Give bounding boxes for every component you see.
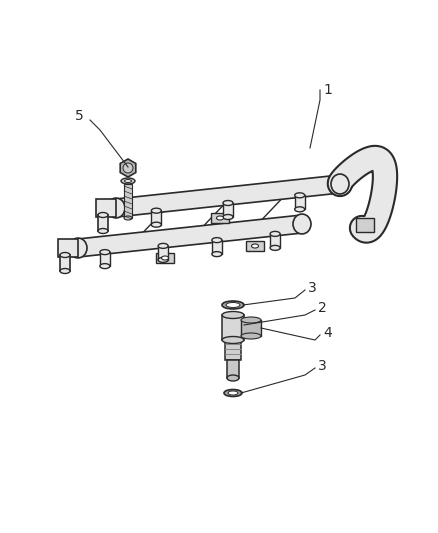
Ellipse shape [212,252,221,256]
Ellipse shape [251,244,258,248]
Ellipse shape [226,375,238,381]
Ellipse shape [269,231,279,236]
Polygon shape [120,159,135,177]
Polygon shape [77,215,302,257]
Text: 3: 3 [317,359,326,373]
Ellipse shape [212,238,221,243]
Ellipse shape [161,256,168,260]
Ellipse shape [223,390,241,397]
Text: 1: 1 [322,83,331,97]
Ellipse shape [151,208,161,213]
Ellipse shape [123,163,133,173]
Ellipse shape [227,391,237,395]
Bar [225,340,240,360]
Bar [100,252,110,266]
Ellipse shape [222,336,244,343]
Ellipse shape [60,253,70,257]
Bar [212,240,221,254]
Ellipse shape [216,216,223,220]
Bar [151,211,161,225]
Bar [269,234,279,248]
Ellipse shape [98,229,108,233]
Bar [124,184,132,218]
Bar [98,215,108,231]
Ellipse shape [294,193,304,198]
Ellipse shape [158,244,168,248]
Ellipse shape [222,311,244,319]
Ellipse shape [158,257,168,262]
Ellipse shape [151,222,161,227]
Bar [96,199,116,217]
Ellipse shape [226,303,240,308]
Ellipse shape [292,214,310,234]
Ellipse shape [330,174,348,194]
Ellipse shape [294,207,304,212]
Text: 4: 4 [322,326,331,340]
Ellipse shape [222,301,244,309]
Bar [226,360,238,378]
Ellipse shape [124,216,132,220]
Ellipse shape [98,213,108,217]
Ellipse shape [240,317,261,323]
Ellipse shape [124,180,131,182]
Polygon shape [115,175,340,217]
Ellipse shape [223,200,233,206]
Bar [58,239,78,257]
Bar [211,213,229,223]
Ellipse shape [269,245,279,251]
Bar [355,218,373,232]
Bar [60,255,70,271]
Text: 5: 5 [75,109,84,123]
Ellipse shape [60,269,70,273]
Bar [240,320,261,336]
Ellipse shape [69,238,87,258]
Ellipse shape [240,333,261,339]
Bar [294,195,304,209]
Bar [245,241,263,251]
Ellipse shape [223,214,233,220]
Ellipse shape [121,178,135,184]
Text: 2: 2 [317,301,326,315]
Ellipse shape [107,198,125,218]
Bar [155,253,173,263]
Text: 3: 3 [307,281,316,295]
Bar [223,203,233,217]
Ellipse shape [100,264,110,269]
Bar [158,246,168,260]
Bar [222,315,244,340]
Ellipse shape [100,249,110,255]
